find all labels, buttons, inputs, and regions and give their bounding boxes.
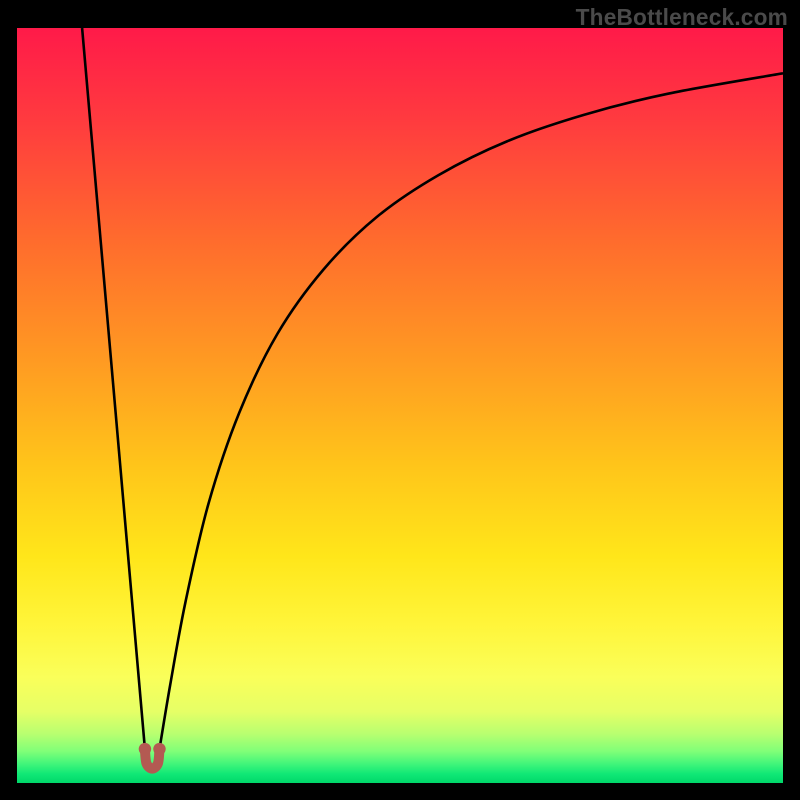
chart-frame: TheBottleneck.com bbox=[0, 0, 800, 800]
valley-endpoint-marker bbox=[153, 743, 165, 755]
watermark-text: TheBottleneck.com bbox=[576, 4, 788, 31]
valley-endpoint-marker bbox=[139, 743, 151, 755]
plot-svg bbox=[17, 28, 783, 783]
gradient-background bbox=[17, 28, 783, 783]
plot-area bbox=[17, 28, 783, 783]
